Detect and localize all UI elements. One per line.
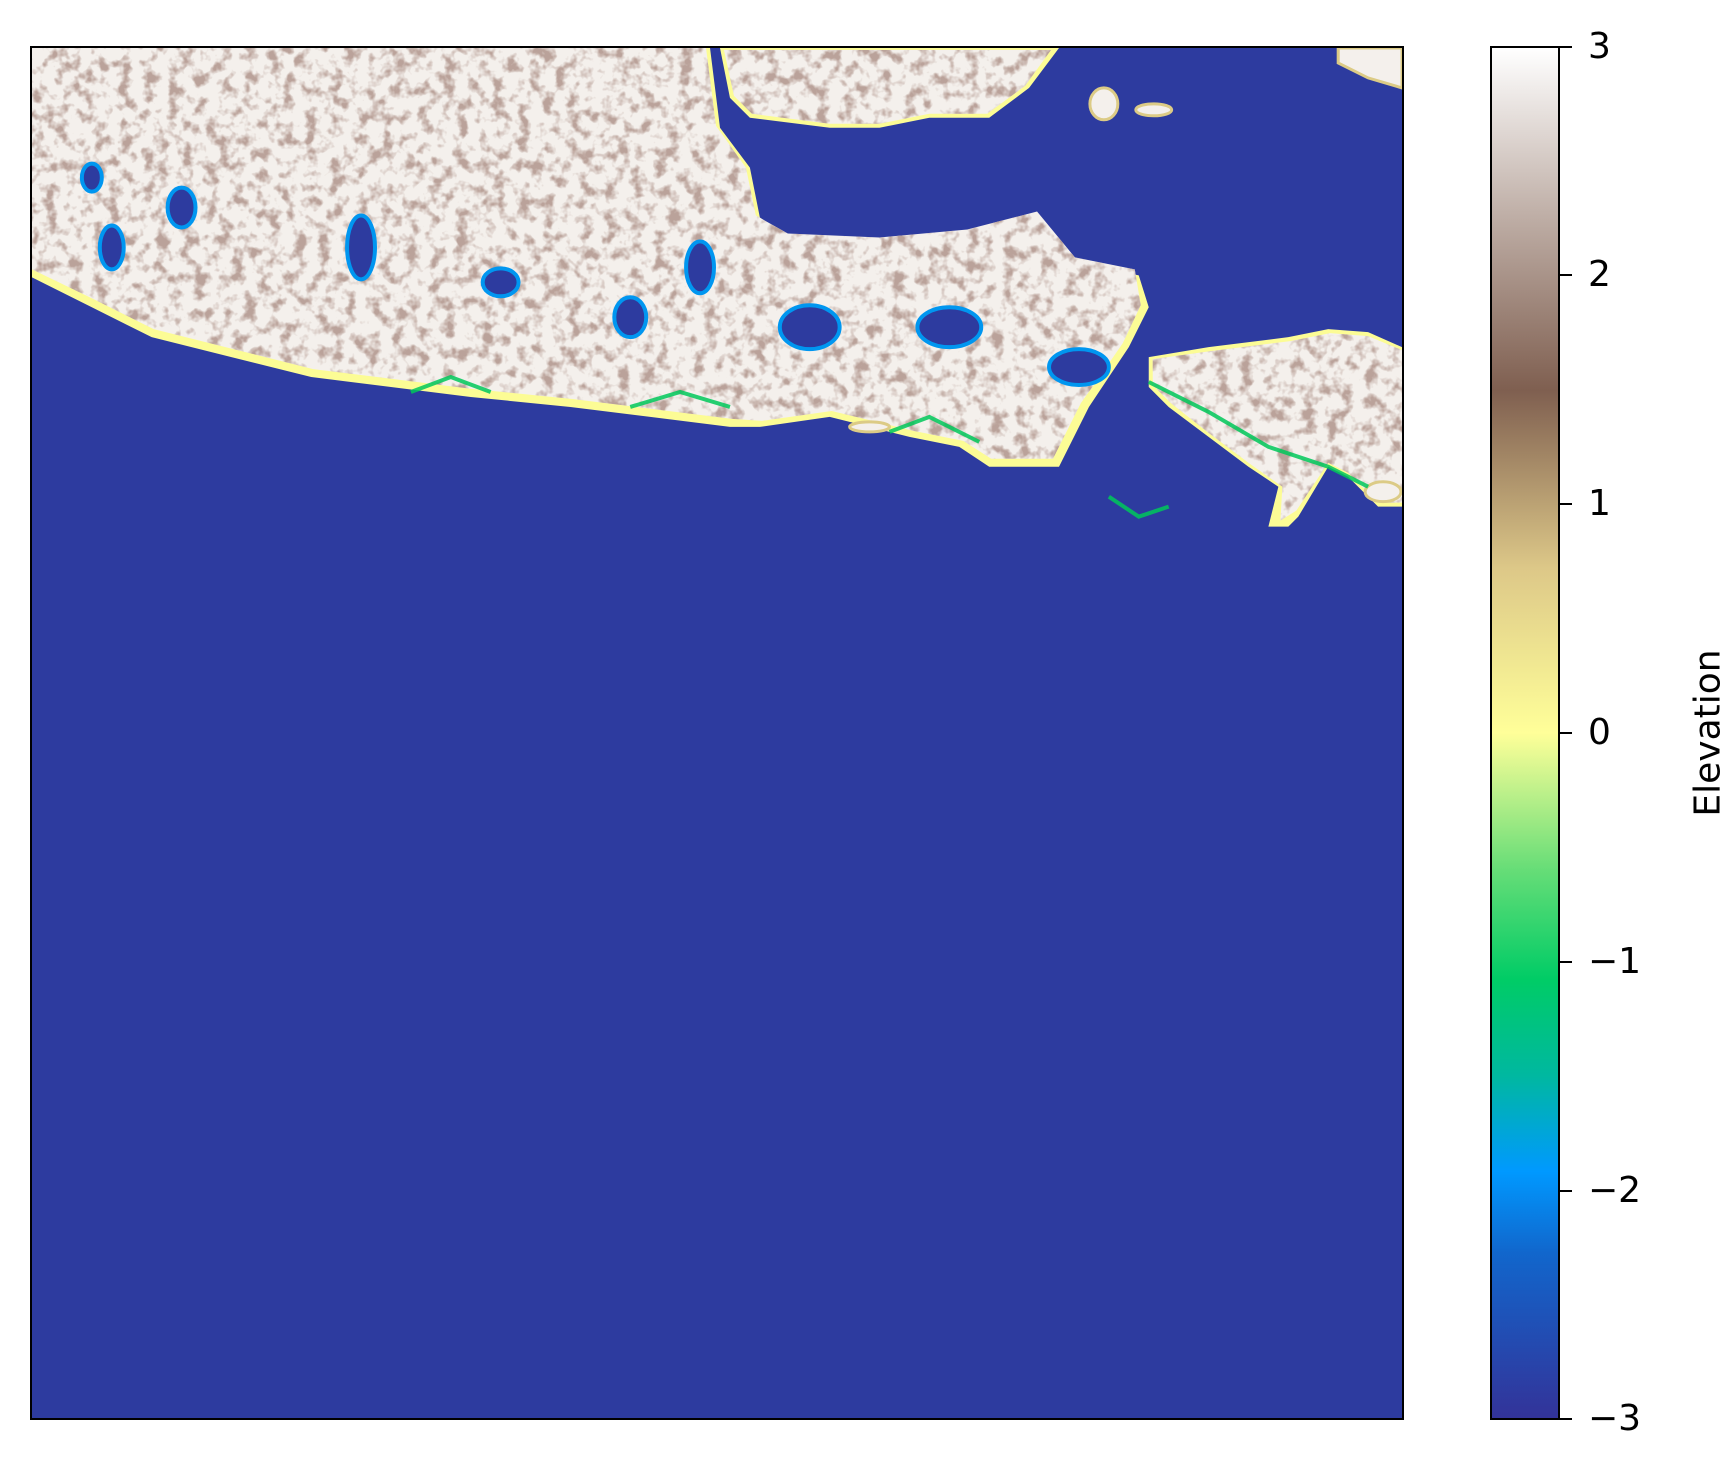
colorbar-tick: [1560, 274, 1572, 276]
colorbar-tick: [1560, 503, 1572, 505]
colorbar-tick-label: 3: [1588, 26, 1611, 67]
colorbar-tick-label: −1: [1588, 941, 1642, 982]
bali-island: [1148, 329, 1402, 527]
colorbar-tick-label: 0: [1588, 712, 1611, 753]
colorbar: [1490, 46, 1560, 1420]
colorbar-tick: [1560, 46, 1572, 48]
madura-island: [719, 48, 1060, 128]
small-islands: [848, 48, 1402, 504]
colorbar-tick-label: 1: [1588, 483, 1611, 524]
map-image: [32, 48, 1402, 1418]
colorbar-tick: [1560, 961, 1572, 963]
colorbar-tick-label: −2: [1588, 1170, 1642, 1211]
lowland-fringes: [410, 374, 1369, 519]
java-landmass: [32, 48, 1149, 467]
volcano-depressions: [79, 161, 1111, 388]
colorbar-tick-label: 2: [1588, 254, 1611, 295]
colorbar-tick-label: −3: [1588, 1398, 1642, 1439]
colorbar-tick: [1560, 1418, 1572, 1420]
elevation-map: [30, 46, 1404, 1420]
colorbar-tick: [1560, 1190, 1572, 1192]
colorbar-label: Elevation: [1687, 649, 1729, 817]
colorbar-tick: [1560, 732, 1572, 734]
